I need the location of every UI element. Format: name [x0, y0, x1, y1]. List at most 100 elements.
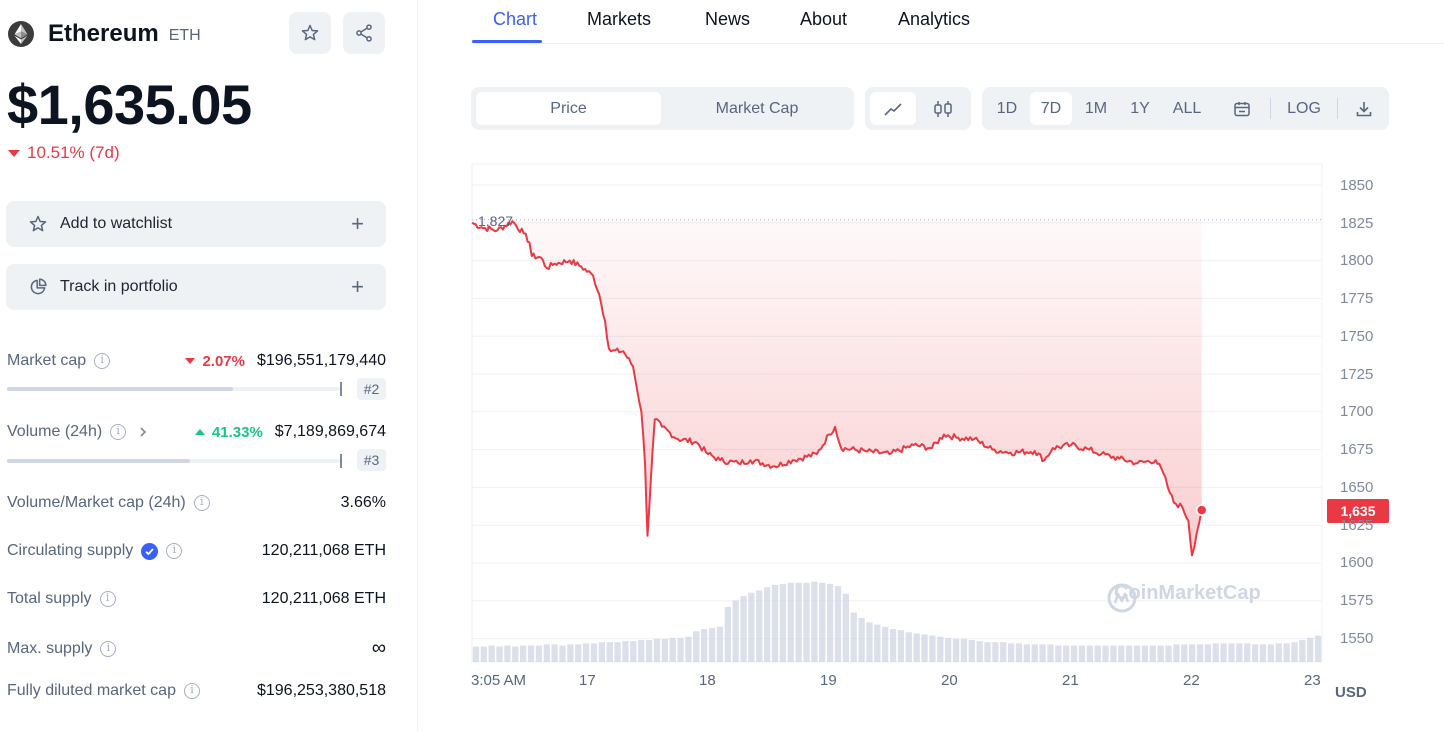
volume-bar	[1023, 644, 1030, 662]
volume-bar	[1039, 644, 1046, 662]
y-tick-label: 1825	[1340, 215, 1374, 232]
info-icon[interactable]	[94, 353, 111, 369]
toolbar-divider	[1337, 98, 1338, 119]
info-icon[interactable]	[100, 640, 117, 657]
price-line	[471, 220, 1203, 557]
max-supply-value: ∞	[371, 637, 386, 659]
range-1m[interactable]: 1M	[1084, 99, 1108, 117]
coin-price: $1,635.05	[7, 73, 252, 136]
volume-bar	[1078, 645, 1086, 662]
volume-bar	[716, 626, 724, 662]
volume-bar	[1228, 643, 1235, 662]
volume-bar	[976, 641, 983, 662]
volume-bar	[1291, 642, 1298, 662]
info-icon[interactable]	[183, 683, 200, 699]
fully-diluted-market-cap-row: Fully diluted market cap $196,253,380,51…	[7, 682, 386, 700]
market-cap-change-value: 2.07%	[202, 352, 245, 370]
volume-bar	[1149, 645, 1156, 662]
volume-bar	[1055, 645, 1062, 662]
x-tick-label: 3:05 AM	[471, 672, 527, 689]
volume-bar	[1157, 645, 1164, 662]
share-button[interactable]	[343, 12, 385, 54]
y-tick-label: 1850	[1340, 177, 1374, 194]
chart-type-toggle: Price Market Cap	[471, 87, 854, 130]
down-arrow-icon	[185, 358, 196, 364]
download-button[interactable]	[1344, 92, 1384, 125]
volume-bar	[1118, 645, 1125, 662]
volume-bar	[1126, 645, 1133, 662]
info-icon[interactable]	[166, 543, 183, 559]
volume-bar	[826, 583, 834, 662]
y-tick-label: 1575	[1340, 592, 1374, 609]
volume-bar	[937, 636, 944, 662]
tab-chart[interactable]: Chart	[493, 9, 538, 29]
info-icon[interactable]	[99, 591, 116, 607]
market-cap-progress-bar	[7, 382, 342, 396]
volume-bar	[803, 582, 810, 662]
price-change-7d: 10.51% (7d)	[8, 143, 120, 163]
volume-bar	[1307, 637, 1314, 662]
volume-bar	[638, 640, 645, 662]
portfolio-label: Track in portfolio	[60, 278, 178, 295]
range-7d[interactable]: 7D	[1030, 92, 1072, 125]
favorite-button[interactable]	[289, 12, 331, 54]
volume-bar	[527, 645, 535, 662]
volume-bar	[488, 645, 495, 662]
price-chart-canvas[interactable]	[470, 160, 1444, 732]
star-icon	[29, 215, 47, 232]
volume-bar	[567, 644, 574, 662]
track-in-portfolio-button[interactable]: Track in portfolio +	[6, 264, 386, 310]
volume-bar	[645, 640, 653, 662]
info-icon[interactable]	[110, 424, 127, 440]
candlestick-option[interactable]	[920, 92, 966, 125]
tab-markets[interactable]: Markets	[587, 9, 652, 29]
market-cap-option[interactable]: Market Cap	[715, 99, 799, 117]
y-tick-label: 1700	[1340, 403, 1374, 420]
volume-bar	[756, 590, 763, 662]
volume-row: Volume (24h) 41.33% $7,189,869,674	[7, 423, 386, 441]
circulating-supply-label: Circulating supply	[7, 542, 134, 559]
plus-icon: +	[351, 274, 364, 299]
add-to-watchlist-button[interactable]: Add to watchlist +	[6, 201, 386, 247]
tab-analytics[interactable]: Analytics	[898, 9, 971, 29]
volume-change: 41.33%	[194, 424, 263, 441]
volume-bar	[598, 642, 605, 662]
volume-bar	[764, 587, 771, 662]
chevron-right-icon[interactable]	[136, 425, 150, 439]
line-chart-icon	[884, 102, 902, 116]
tab-about[interactable]: About	[800, 9, 848, 29]
volume-bar	[1251, 644, 1259, 662]
market-cap-value: $196,551,179,440	[256, 352, 386, 369]
log-scale-toggle[interactable]: LOG	[1287, 99, 1321, 117]
volume-bar	[724, 607, 731, 662]
range-1y[interactable]: 1Y	[1130, 99, 1150, 117]
up-arrow-icon	[194, 429, 205, 435]
x-tick-label: 17	[579, 672, 596, 689]
volume-bar	[897, 630, 905, 662]
volume-bar	[614, 642, 621, 662]
range-1d[interactable]: 1D	[996, 99, 1018, 117]
tab-news[interactable]: News	[705, 9, 751, 29]
y-tick-label: 1625	[1340, 517, 1374, 534]
total-supply-value: 120,211,068 ETH	[261, 590, 386, 607]
verified-icon[interactable]	[141, 542, 159, 560]
price-option[interactable]: Price	[476, 92, 661, 125]
volume-rank-badge: #3	[357, 449, 386, 471]
volume-bar	[1000, 642, 1007, 662]
x-tick-label: 18	[699, 672, 716, 689]
market-cap-row: Market cap 2.07% $196,551,179,440	[7, 352, 386, 370]
volume-bar	[1299, 640, 1306, 662]
volume-bar	[606, 642, 613, 662]
info-icon[interactable]	[193, 495, 210, 511]
time-range-toolbar: 1D 7D 1M 1Y ALL LOG	[982, 87, 1389, 130]
range-all[interactable]: ALL	[1172, 99, 1202, 117]
date-picker-button[interactable]	[1220, 92, 1264, 125]
line-chart-option[interactable]	[870, 92, 916, 125]
volume-bar	[653, 638, 661, 662]
download-icon	[1356, 101, 1372, 116]
plus-icon: +	[351, 211, 364, 236]
price-chart[interactable]: 1,827 1,635 1850 1825 1800 1775 1750 172…	[470, 160, 1444, 732]
high-price-label: 1,827	[478, 213, 514, 229]
volume-bar	[480, 646, 487, 662]
market-cap-label: Market cap	[7, 352, 87, 369]
